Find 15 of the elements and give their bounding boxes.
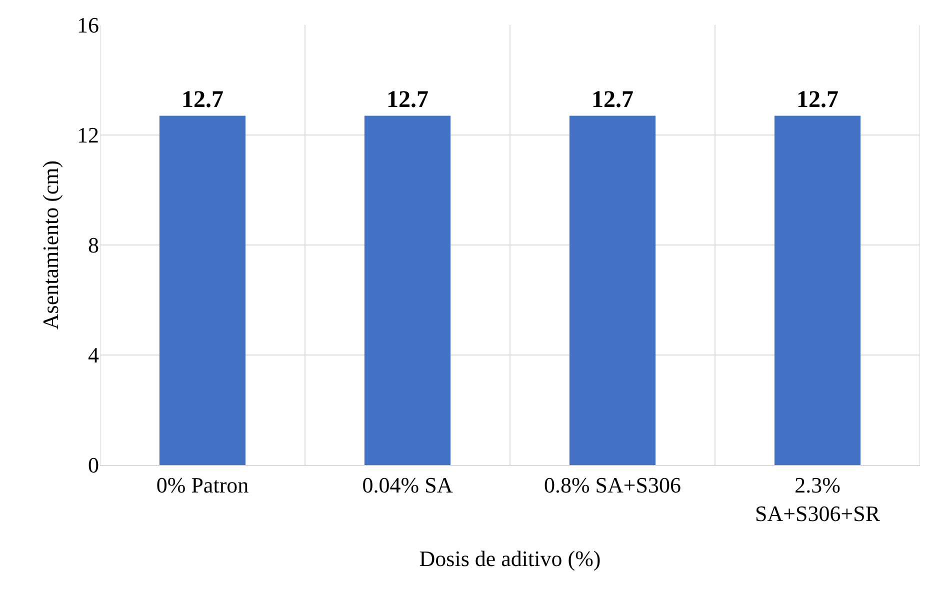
y-tick-label: 12 [77, 122, 99, 148]
x-tick-label: 0% Patron [156, 472, 249, 498]
data-label: 12.7 [386, 86, 428, 113]
x-tick-label: 2.3% SA+S306+SR [754, 472, 880, 526]
y-tick-label: 16 [77, 12, 99, 38]
x-tick-label: 0.04% SA [362, 472, 453, 498]
data-label: 12.7 [796, 86, 838, 113]
y-tick-label: 8 [88, 232, 99, 258]
y-tick-label: 0 [88, 452, 99, 478]
y-axis-title: Asentamiento (cm) [38, 160, 63, 330]
data-label: 12.7 [182, 86, 224, 113]
x-axis-title: Dosis de aditivo (%) [419, 546, 601, 571]
x-tick-label: 0.8% SA+S306 [544, 472, 682, 498]
y-tick-label: 4 [88, 342, 99, 368]
data-label: 12.7 [592, 86, 634, 113]
